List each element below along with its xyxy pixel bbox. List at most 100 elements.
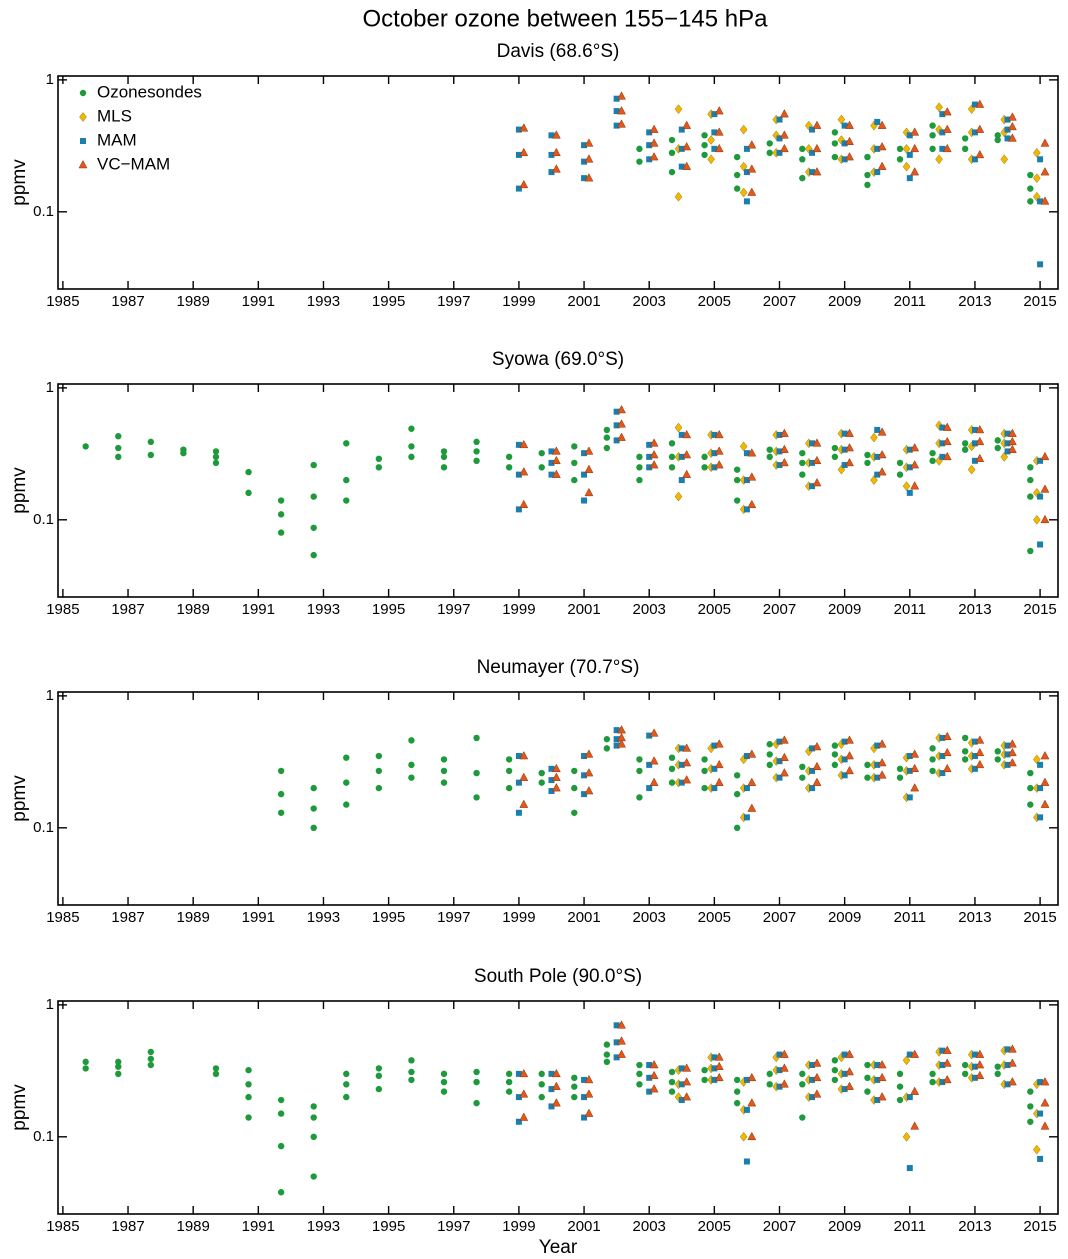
point: [896, 765, 904, 773]
point: [668, 136, 676, 144]
point: [942, 1074, 952, 1084]
point: [617, 1020, 626, 1029]
point: [505, 767, 513, 775]
point: [571, 1093, 578, 1101]
point: [682, 775, 692, 784]
point: [277, 1110, 285, 1117]
point: [668, 453, 676, 461]
point: [310, 1103, 317, 1110]
point: [896, 471, 904, 478]
point: [929, 132, 936, 139]
point: [613, 437, 620, 444]
point: [375, 767, 383, 775]
point: [877, 141, 887, 151]
point: [1027, 198, 1034, 205]
point: [779, 768, 789, 777]
point: [674, 491, 683, 502]
point: [812, 478, 822, 487]
point: [845, 1081, 854, 1090]
point: [538, 1093, 545, 1101]
point: [743, 1076, 750, 1083]
point: [682, 1063, 692, 1072]
point: [896, 459, 904, 467]
point: [971, 457, 978, 464]
point: [668, 1088, 676, 1095]
x-tick-label: 2001: [567, 909, 600, 926]
point: [245, 1081, 252, 1088]
point: [799, 459, 806, 467]
point: [747, 448, 757, 457]
point: [714, 1052, 724, 1061]
point: [874, 1076, 881, 1083]
point: [896, 1083, 904, 1090]
point: [910, 442, 920, 452]
x-tick-label: 1991: [242, 909, 275, 926]
point: [1007, 428, 1017, 437]
point: [799, 1070, 806, 1078]
x-tick-label: 1995: [372, 909, 405, 926]
point: [711, 145, 718, 152]
point: [519, 1112, 529, 1121]
point: [831, 751, 839, 758]
point: [613, 122, 620, 129]
point: [942, 763, 952, 773]
point: [841, 430, 848, 437]
point: [877, 161, 887, 170]
point: [245, 1114, 252, 1121]
point: [581, 471, 588, 478]
point: [1027, 784, 1034, 792]
point: [779, 735, 789, 744]
point: [799, 763, 806, 771]
point: [747, 472, 757, 481]
point: [440, 1078, 448, 1086]
point: [636, 767, 643, 775]
y-axis-label: ppmv: [9, 159, 30, 206]
point: [714, 143, 724, 153]
point: [1040, 484, 1050, 493]
point: [1040, 196, 1050, 205]
point: [971, 738, 978, 745]
point: [1007, 1077, 1017, 1086]
point: [310, 784, 317, 792]
point: [831, 742, 839, 749]
point: [1027, 1103, 1034, 1110]
x-tick-label: 2009: [828, 293, 861, 310]
point: [551, 130, 561, 139]
point: [115, 433, 122, 440]
point: [942, 422, 952, 431]
point: [375, 455, 383, 463]
point: [1037, 457, 1044, 464]
point: [649, 756, 659, 765]
point: [581, 1076, 588, 1083]
x-tick-label: 1993: [307, 909, 340, 926]
point: [929, 1070, 936, 1078]
point: [809, 149, 816, 156]
point: [743, 1158, 750, 1165]
point: [902, 161, 911, 172]
point: [515, 753, 522, 760]
point: [929, 767, 936, 775]
point: [877, 467, 887, 476]
x-tick-label: 1991: [242, 1218, 275, 1235]
point: [743, 785, 750, 792]
point: [766, 1070, 773, 1078]
point: [678, 431, 685, 438]
x-tick-label: 2015: [1023, 293, 1056, 310]
point: [115, 1070, 122, 1078]
point: [1004, 1081, 1011, 1088]
point: [682, 141, 692, 151]
point: [584, 154, 594, 163]
point: [551, 783, 561, 792]
point: [617, 725, 626, 734]
point: [603, 745, 611, 752]
point: [910, 167, 920, 176]
point: [668, 1078, 676, 1086]
point: [1027, 171, 1034, 179]
point: [1027, 1118, 1034, 1125]
point: [776, 774, 783, 781]
point: [538, 1081, 545, 1088]
point: [942, 143, 952, 153]
x-tick-label: 2003: [633, 909, 666, 926]
point: [776, 448, 783, 455]
